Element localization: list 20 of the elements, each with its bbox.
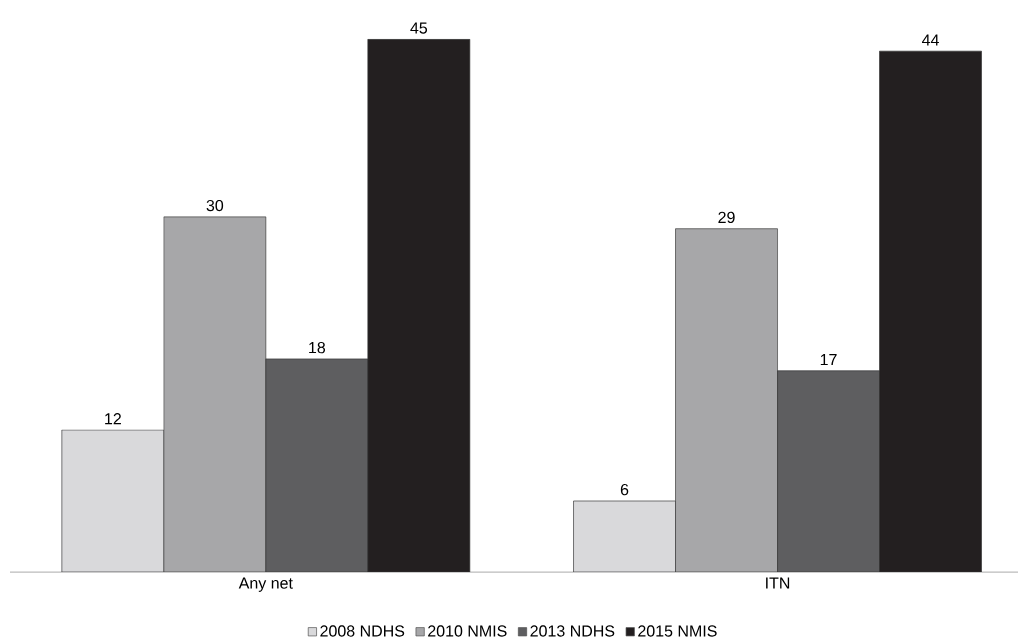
x-tick-label: Any net [238,577,293,592]
legend-label: 2013 NDHS [530,625,615,637]
data-label: 44 [922,34,939,46]
legend-label: 2015 NMIS [638,625,717,637]
data-label: 45 [410,22,428,34]
bar [61,429,165,573]
bar [675,228,778,573]
bar [777,370,880,573]
legend-label: 2010 NMIS [428,625,507,637]
data-label: 17 [820,354,837,366]
data-label: 18 [309,341,326,354]
bar [163,216,267,573]
data-label: 29 [718,211,735,224]
data-label: 6 [620,483,629,496]
legend-label: 2008 NDHS [320,625,405,637]
bar [265,358,369,573]
bar [573,500,676,573]
data-label: 12 [105,413,121,425]
data-label: 30 [206,199,224,212]
x-tick-label: ITN [766,577,790,589]
